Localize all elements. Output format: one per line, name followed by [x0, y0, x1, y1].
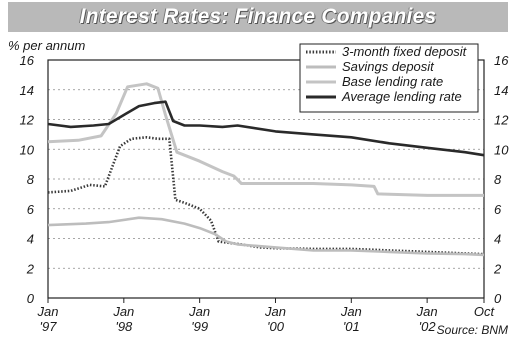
y-tick-label: 10: [494, 142, 509, 157]
x-tick-label: Jan: [37, 304, 59, 319]
x-tick-label: '97: [40, 319, 58, 334]
y-tick-label: 8: [27, 172, 35, 187]
y-tick-label: 2: [26, 261, 35, 276]
y-tick-label: 2: [493, 261, 502, 276]
x-tick-label: Jan: [264, 304, 286, 319]
legend-box: [299, 43, 479, 113]
series-lines: [47, 82, 485, 257]
x-tick-label: Jan: [416, 304, 438, 319]
x-tick-label: '98: [115, 319, 133, 334]
y-tick-label: 4: [27, 232, 34, 247]
y-tick-label: 12: [494, 113, 509, 128]
y-tick-label: 10: [20, 142, 35, 157]
y-tick-label: 16: [494, 53, 509, 68]
x-tick-label: '99: [191, 319, 208, 334]
x-tick-label: '00: [267, 319, 285, 334]
unit-label: % per annum: [8, 38, 85, 53]
y-tick-label: 14: [494, 83, 508, 98]
y-tick-label: 8: [494, 172, 502, 187]
chart-title: Interest Rates: Finance Companies: [79, 5, 437, 28]
series-line-base-lending-rate: [47, 82, 484, 197]
source-note: Source: BNM: [437, 323, 508, 337]
x-tick-label: Oct: [474, 304, 496, 319]
y-tick-label: 0: [27, 291, 35, 306]
y-tick-label: 16: [20, 53, 35, 68]
y-axis-right: 0 2 4 6 8 10 12 14 16: [493, 53, 509, 306]
x-tick-label: '02: [419, 319, 437, 334]
legend-label: Base lending rate: [342, 74, 443, 89]
series-line-average-lending-rate: [47, 100, 485, 157]
legend-label: 3-month fixed deposit: [342, 44, 468, 59]
y-tick-label: 14: [20, 83, 34, 98]
y-tick-label: 6: [27, 202, 35, 217]
legend-label: Average lending rate: [341, 89, 462, 104]
y-tick-label: 12: [20, 113, 35, 128]
x-tick-label: Jan: [112, 304, 134, 319]
plot-area: [47, 59, 485, 299]
x-tick-label: Jan: [340, 304, 362, 319]
series-line-savings-deposit: [47, 216, 485, 257]
y-tick-label: 4: [494, 232, 501, 247]
plot-border: [47, 59, 485, 299]
legend-label: Savings deposit: [342, 59, 435, 74]
title-banner: Interest Rates: Finance Companies: [8, 2, 508, 32]
series-line-3-month-fixed-deposit: [47, 136, 485, 256]
y-axis-left: 0 2 4 6 8 10 12 14 16: [20, 53, 35, 306]
y-tick-label: 6: [494, 202, 502, 217]
y-tick-label: 0: [494, 291, 502, 306]
x-tick-label: '01: [343, 319, 360, 334]
x-tick-label: Jan: [188, 304, 210, 319]
